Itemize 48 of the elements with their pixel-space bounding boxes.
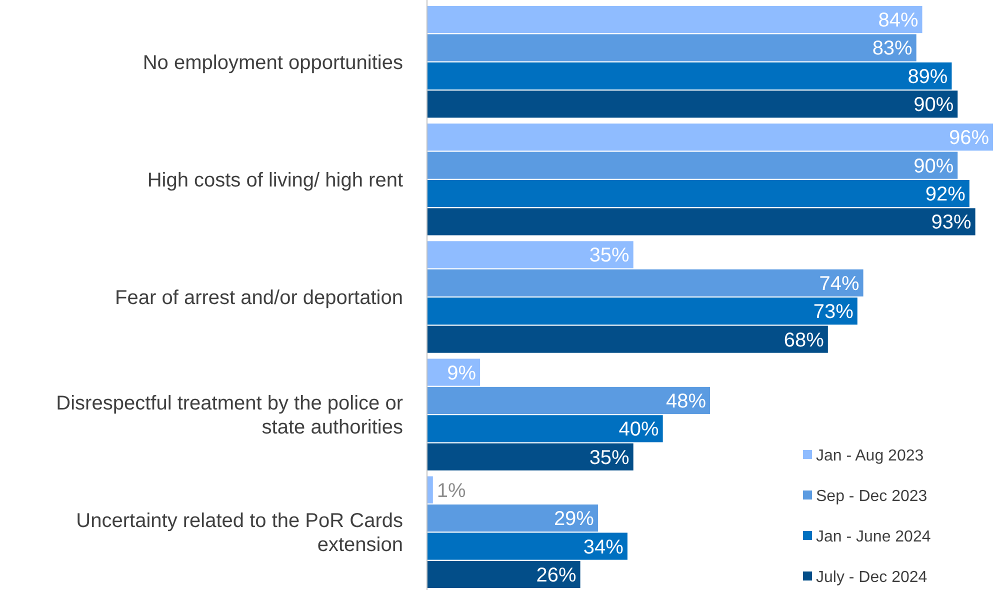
bar bbox=[427, 124, 993, 151]
bar bbox=[427, 415, 663, 442]
y-tick-label: Fear of arrest and/or deportation bbox=[115, 287, 403, 309]
legend-label: July - Dec 2024 bbox=[816, 569, 928, 586]
bar bbox=[427, 208, 976, 236]
bar bbox=[427, 504, 598, 532]
bar bbox=[427, 6, 922, 34]
data-label: 40% bbox=[618, 418, 660, 441]
data-label: 34% bbox=[583, 536, 624, 558]
bar bbox=[427, 152, 958, 179]
bar bbox=[427, 476, 433, 504]
data-label: 90% bbox=[914, 94, 954, 116]
legend-label: Sep - Dec 2023 bbox=[816, 488, 928, 506]
data-label: 83% bbox=[872, 38, 913, 60]
data-label: 68% bbox=[784, 329, 824, 352]
y-tick-label: High costs of living/ high rent bbox=[147, 169, 404, 192]
bar bbox=[427, 269, 864, 296]
bar bbox=[427, 34, 916, 62]
bar bbox=[427, 298, 858, 325]
data-label: 74% bbox=[819, 272, 860, 295]
bar bbox=[427, 180, 970, 208]
bar bbox=[427, 443, 634, 470]
y-tick-label: No employment opportunities bbox=[142, 52, 403, 74]
bar bbox=[427, 386, 710, 414]
data-label: 48% bbox=[666, 390, 706, 412]
data-label: 26% bbox=[536, 564, 577, 586]
data-label: 96% bbox=[948, 127, 990, 150]
data-label: 1% bbox=[436, 480, 466, 502]
bar bbox=[427, 532, 628, 560]
data-label: 73% bbox=[813, 301, 854, 324]
data-label: 9% bbox=[447, 362, 476, 384]
bar bbox=[427, 326, 828, 353]
data-label: 90% bbox=[914, 155, 954, 178]
bar bbox=[427, 90, 958, 118]
data-label: 92% bbox=[925, 184, 966, 206]
legend-label: Jan - June 2024 bbox=[816, 528, 931, 546]
y-tick-label: Disrespectful treatment by the police or state authorities bbox=[56, 392, 404, 439]
data-label: 84% bbox=[878, 10, 918, 32]
data-label: 89% bbox=[908, 66, 948, 88]
data-label: 93% bbox=[931, 212, 972, 234]
y-tick-label: Uncertainty related to the PoR Cards extension bbox=[76, 510, 403, 556]
legend-label: Jan - Aug 2023 bbox=[816, 448, 924, 465]
bar bbox=[427, 241, 634, 268]
bar bbox=[427, 560, 580, 588]
data-label: 35% bbox=[589, 244, 630, 267]
data-label: 29% bbox=[554, 508, 594, 530]
bar bbox=[427, 62, 952, 90]
data-label: 35% bbox=[589, 446, 630, 469]
